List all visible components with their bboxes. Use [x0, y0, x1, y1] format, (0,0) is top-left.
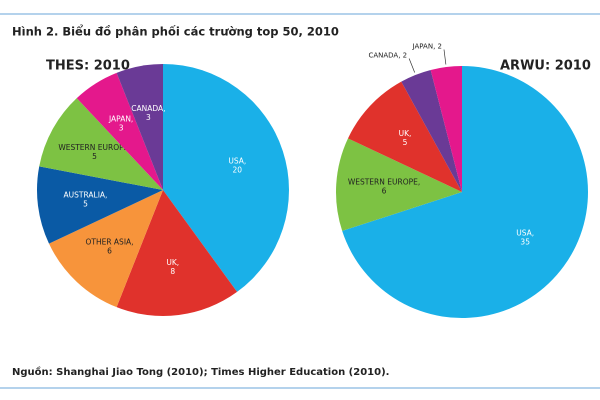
leader-line [443, 49, 447, 65]
pie-slice [76, 72, 163, 190]
figure-title: Hình 2. Biểu đồ phân phối các trường top… [12, 24, 339, 39]
data-label: USA, 35 [516, 228, 534, 246]
pie-slice [163, 64, 289, 292]
pie-title: THES: 2010 [46, 59, 130, 74]
leader-line [408, 58, 416, 73]
data-label: WESTERN EUROPE, 5 [58, 143, 130, 161]
pie-slice [401, 69, 462, 192]
data-label: OTHER ASIA, 6 [85, 237, 133, 255]
data-label: USA, 20 [228, 156, 246, 174]
pie-slice [342, 66, 589, 318]
data-label: JAPAN, 3 [108, 115, 133, 133]
pie-slice [37, 166, 163, 244]
pie-slice [116, 190, 238, 316]
source-note: Nguồn: Shanghai Jiao Tong (2010); Times … [12, 365, 389, 378]
data-label: CANADA, 3 [131, 104, 165, 122]
pie-slice [430, 66, 462, 192]
pie-slice [48, 190, 163, 308]
pie-title: ARWU: 2010 [500, 59, 591, 74]
data-label: JAPAN, 2 [412, 42, 442, 50]
pie-slice [39, 98, 163, 190]
data-label: UK, 8 [166, 258, 179, 276]
data-label: AUSTRALIA, 5 [64, 190, 108, 208]
pie-slice [347, 81, 462, 192]
pie-slice [116, 64, 163, 190]
pie-slice [336, 138, 462, 231]
data-label: WESTERN EUROPE, 6 [348, 178, 420, 196]
data-label: UK, 5 [399, 129, 412, 147]
data-label: CANADA, 2 [368, 51, 407, 59]
